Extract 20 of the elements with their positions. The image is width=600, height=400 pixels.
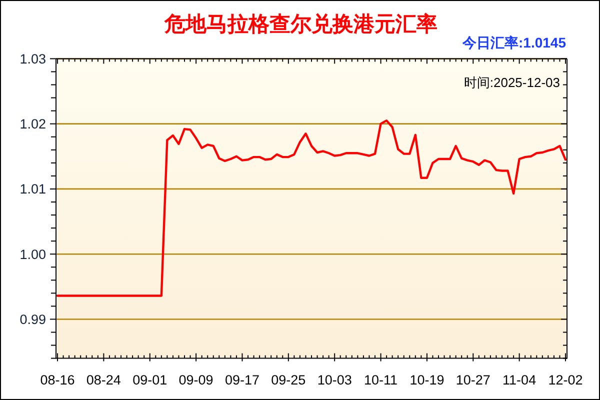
y-tick-label: 1.01 — [20, 182, 46, 197]
x-tick-label: 10-11 — [364, 372, 398, 388]
x-tick-label: 09-09 — [178, 372, 214, 388]
title: 危地马拉格查尔兑换港元汇率 — [164, 13, 438, 36]
y-tick-label: 0.99 — [20, 312, 46, 327]
x-tick-label: 11-04 — [502, 372, 536, 388]
annotation: 今日汇率:1.0145 — [462, 34, 566, 50]
y-tick-label: 1.00 — [20, 246, 46, 262]
x-tick-label: 12-02 — [548, 372, 583, 388]
x-tick-label: 10-27 — [456, 372, 490, 388]
y-tick-label: 1.02 — [20, 116, 46, 132]
x-tick-label: 09-01 — [132, 372, 168, 388]
x-tick-label: 09-17 — [224, 372, 260, 388]
x-tick-label: 10-03 — [317, 372, 352, 388]
x-tick-label: 09-25 — [271, 372, 306, 388]
y-tick-label: 1.03 — [20, 51, 46, 66]
x-tick-label: 08-16 — [40, 372, 75, 388]
x-tick-label: 10-19 — [410, 372, 444, 388]
x-tick-label: 08-24 — [86, 372, 121, 388]
annotation: 时间:2025-12-03 — [464, 75, 560, 90]
